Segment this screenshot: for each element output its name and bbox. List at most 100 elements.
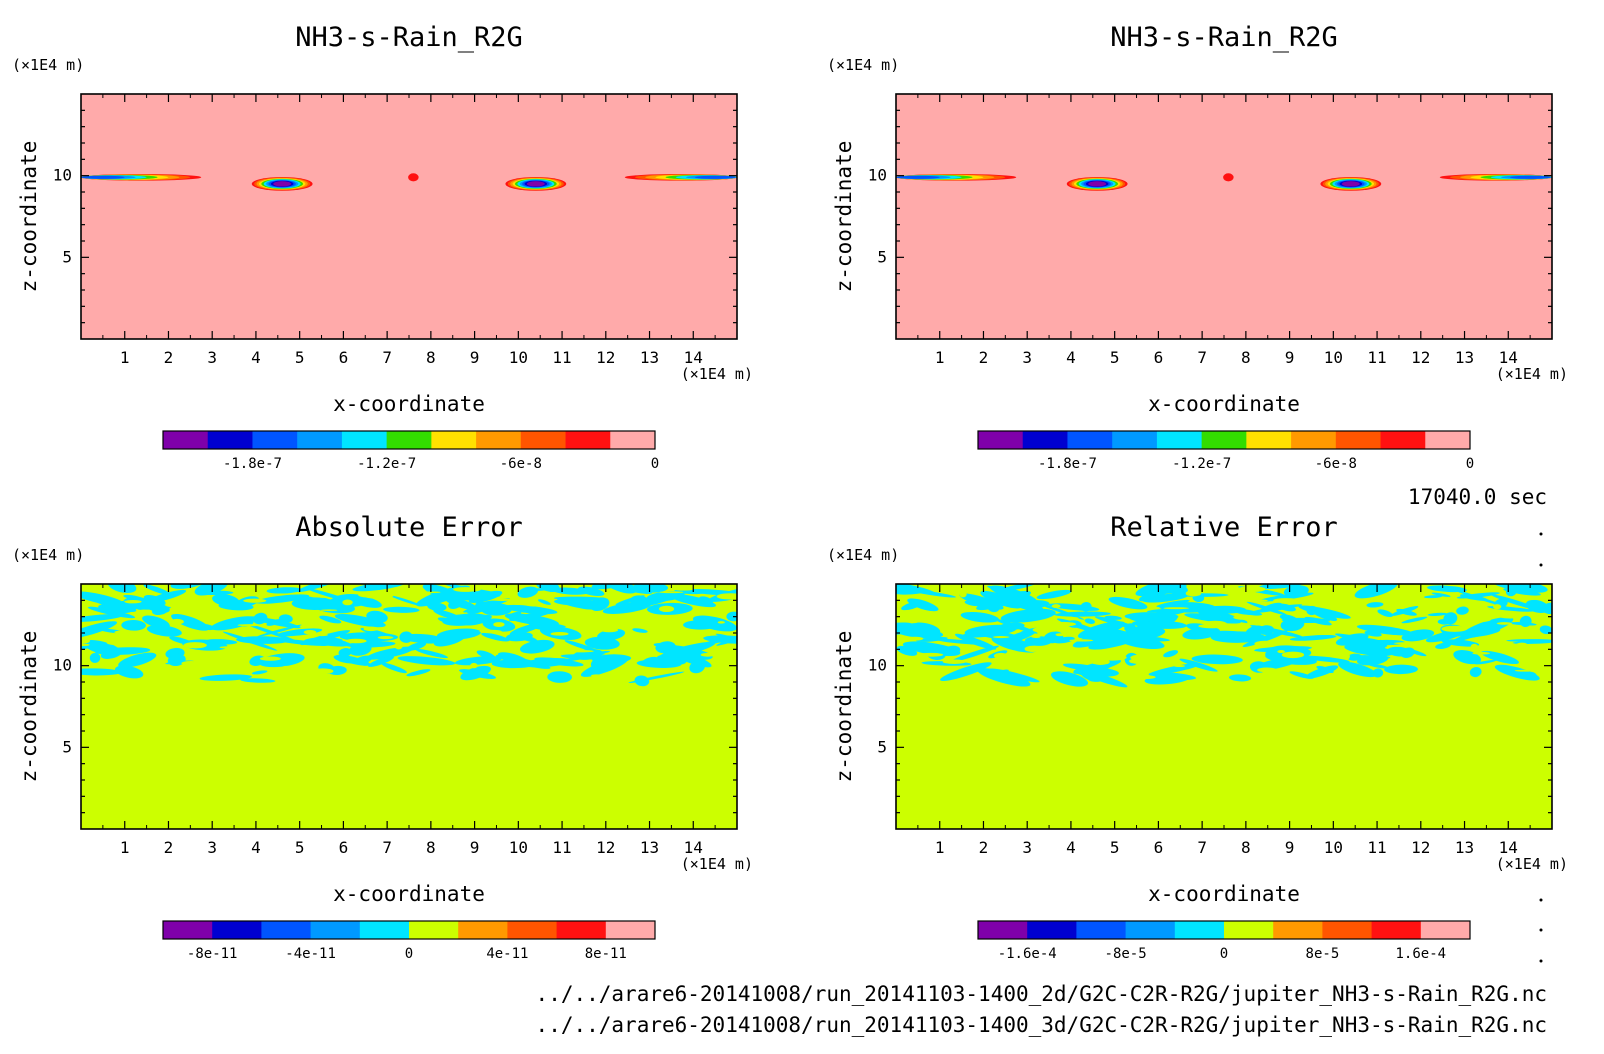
colorbar: -1.8e-7 -1.2e-7 -6e-8 0 xyxy=(162,430,659,472)
error-patch xyxy=(118,605,137,613)
error-patch xyxy=(1163,650,1179,658)
error-patch xyxy=(547,671,573,683)
x-tick-label: 2 xyxy=(979,348,989,367)
y-tick-label: 5 xyxy=(877,737,887,756)
error-gap xyxy=(1430,661,1457,668)
error-gap xyxy=(491,598,512,602)
error-gap xyxy=(992,636,1010,639)
colorbar-tick-label: -1.8e-7 xyxy=(223,456,282,472)
error-patch xyxy=(348,643,372,656)
error-gap xyxy=(1069,639,1094,642)
colorbar-tick-label: -1.6e-4 xyxy=(998,946,1057,962)
error-gap xyxy=(658,605,675,613)
x-tick-label: 14 xyxy=(1499,838,1518,857)
error-patch xyxy=(628,671,685,684)
colorbar-swatch xyxy=(565,431,611,449)
x-tick-label: 4 xyxy=(251,838,261,857)
x-axis-label: x-coordinate xyxy=(333,882,485,906)
error-patch xyxy=(1525,671,1537,678)
error-patch xyxy=(1401,616,1428,624)
colorbar-swatch xyxy=(297,431,343,449)
error-patch xyxy=(1004,615,1031,622)
error-gap xyxy=(1336,597,1361,601)
error-patch xyxy=(1072,629,1124,648)
error-patch xyxy=(536,657,550,668)
error-gap xyxy=(170,618,184,625)
error-gap xyxy=(1051,604,1061,609)
error-gap xyxy=(1393,642,1423,645)
x-tick-label: 8 xyxy=(426,838,436,857)
x-tick-label: 2 xyxy=(979,838,989,857)
error-gap xyxy=(283,672,293,676)
error-patch xyxy=(1242,630,1288,647)
error-gap xyxy=(993,652,1009,659)
x-tick-label: 12 xyxy=(596,838,615,857)
error-patch xyxy=(1490,584,1548,593)
error-patch xyxy=(1316,665,1334,674)
error-patch xyxy=(464,614,492,626)
y-axis-unit: (×1E4 m) xyxy=(827,56,899,74)
colorbar-swatch xyxy=(1335,431,1382,449)
colorbar-swatch xyxy=(1380,431,1426,449)
error-patch xyxy=(1384,664,1418,675)
x-tick-label: 4 xyxy=(1066,348,1076,367)
error-patch xyxy=(1132,624,1159,638)
error-patch xyxy=(466,603,493,614)
colorbar-tick-label: -8e-11 xyxy=(187,946,238,962)
error-gap xyxy=(610,648,636,655)
x-tick-label: 1 xyxy=(935,838,945,857)
error-gap xyxy=(1091,658,1110,665)
error-patch xyxy=(1401,629,1435,642)
error-patch xyxy=(1306,605,1318,616)
contour-band xyxy=(1341,181,1360,187)
x-tick-label: 11 xyxy=(552,348,571,367)
error-gap xyxy=(1496,622,1513,625)
error-patch xyxy=(1148,672,1197,680)
error-gap xyxy=(535,672,546,677)
error-gap xyxy=(1024,645,1041,653)
y-tick-label: 10 xyxy=(868,656,887,675)
error-gap xyxy=(918,652,944,657)
error-patch xyxy=(962,627,1016,638)
error-gap xyxy=(1032,626,1053,633)
error-patch xyxy=(632,628,648,633)
x-tick-label: 5 xyxy=(1110,348,1120,367)
error-patch xyxy=(537,599,551,605)
error-patch xyxy=(142,615,170,629)
error-patch xyxy=(436,588,487,601)
error-patch xyxy=(335,654,371,666)
error-gap xyxy=(181,661,202,666)
error-gap xyxy=(243,598,267,603)
y-axis-label: z-coordinate xyxy=(17,141,41,293)
error-gap xyxy=(632,622,641,626)
y-tick-label: 5 xyxy=(62,737,72,756)
error-patch xyxy=(266,587,302,594)
colorbar-swatch xyxy=(1112,431,1158,449)
error-patch xyxy=(553,598,600,607)
error-patch xyxy=(251,670,268,675)
colorbar-swatch xyxy=(1291,431,1337,449)
error-patch xyxy=(1254,646,1312,652)
colorbar-swatch xyxy=(1246,431,1292,449)
y-tick-label: 10 xyxy=(53,656,72,675)
error-gap xyxy=(183,642,207,649)
error-gap xyxy=(590,674,602,677)
error-gap xyxy=(320,609,338,612)
x-axis-label: x-coordinate xyxy=(333,392,485,416)
error-gap xyxy=(906,636,924,641)
panel-1: NH3-s-Rain_R2G(×1E4 m)(×1E4 m)1 2 3 4 5 6 7 8 9 1… xyxy=(12,22,753,472)
error-patch xyxy=(1474,659,1497,665)
error-patch xyxy=(95,647,151,655)
colorbar-swatch xyxy=(507,921,558,939)
x-axis-unit: (×1E4 m) xyxy=(681,855,753,873)
colorbar-swatch xyxy=(1174,921,1225,939)
error-patch xyxy=(1156,599,1190,608)
error-patch xyxy=(1084,618,1096,624)
error-patch xyxy=(916,636,948,642)
error-gap xyxy=(345,638,367,644)
error-patch xyxy=(1347,653,1362,661)
error-patch xyxy=(509,622,543,635)
plot-background xyxy=(81,94,737,339)
error-gap xyxy=(1472,651,1491,655)
colorbar-swatch xyxy=(1125,921,1176,939)
